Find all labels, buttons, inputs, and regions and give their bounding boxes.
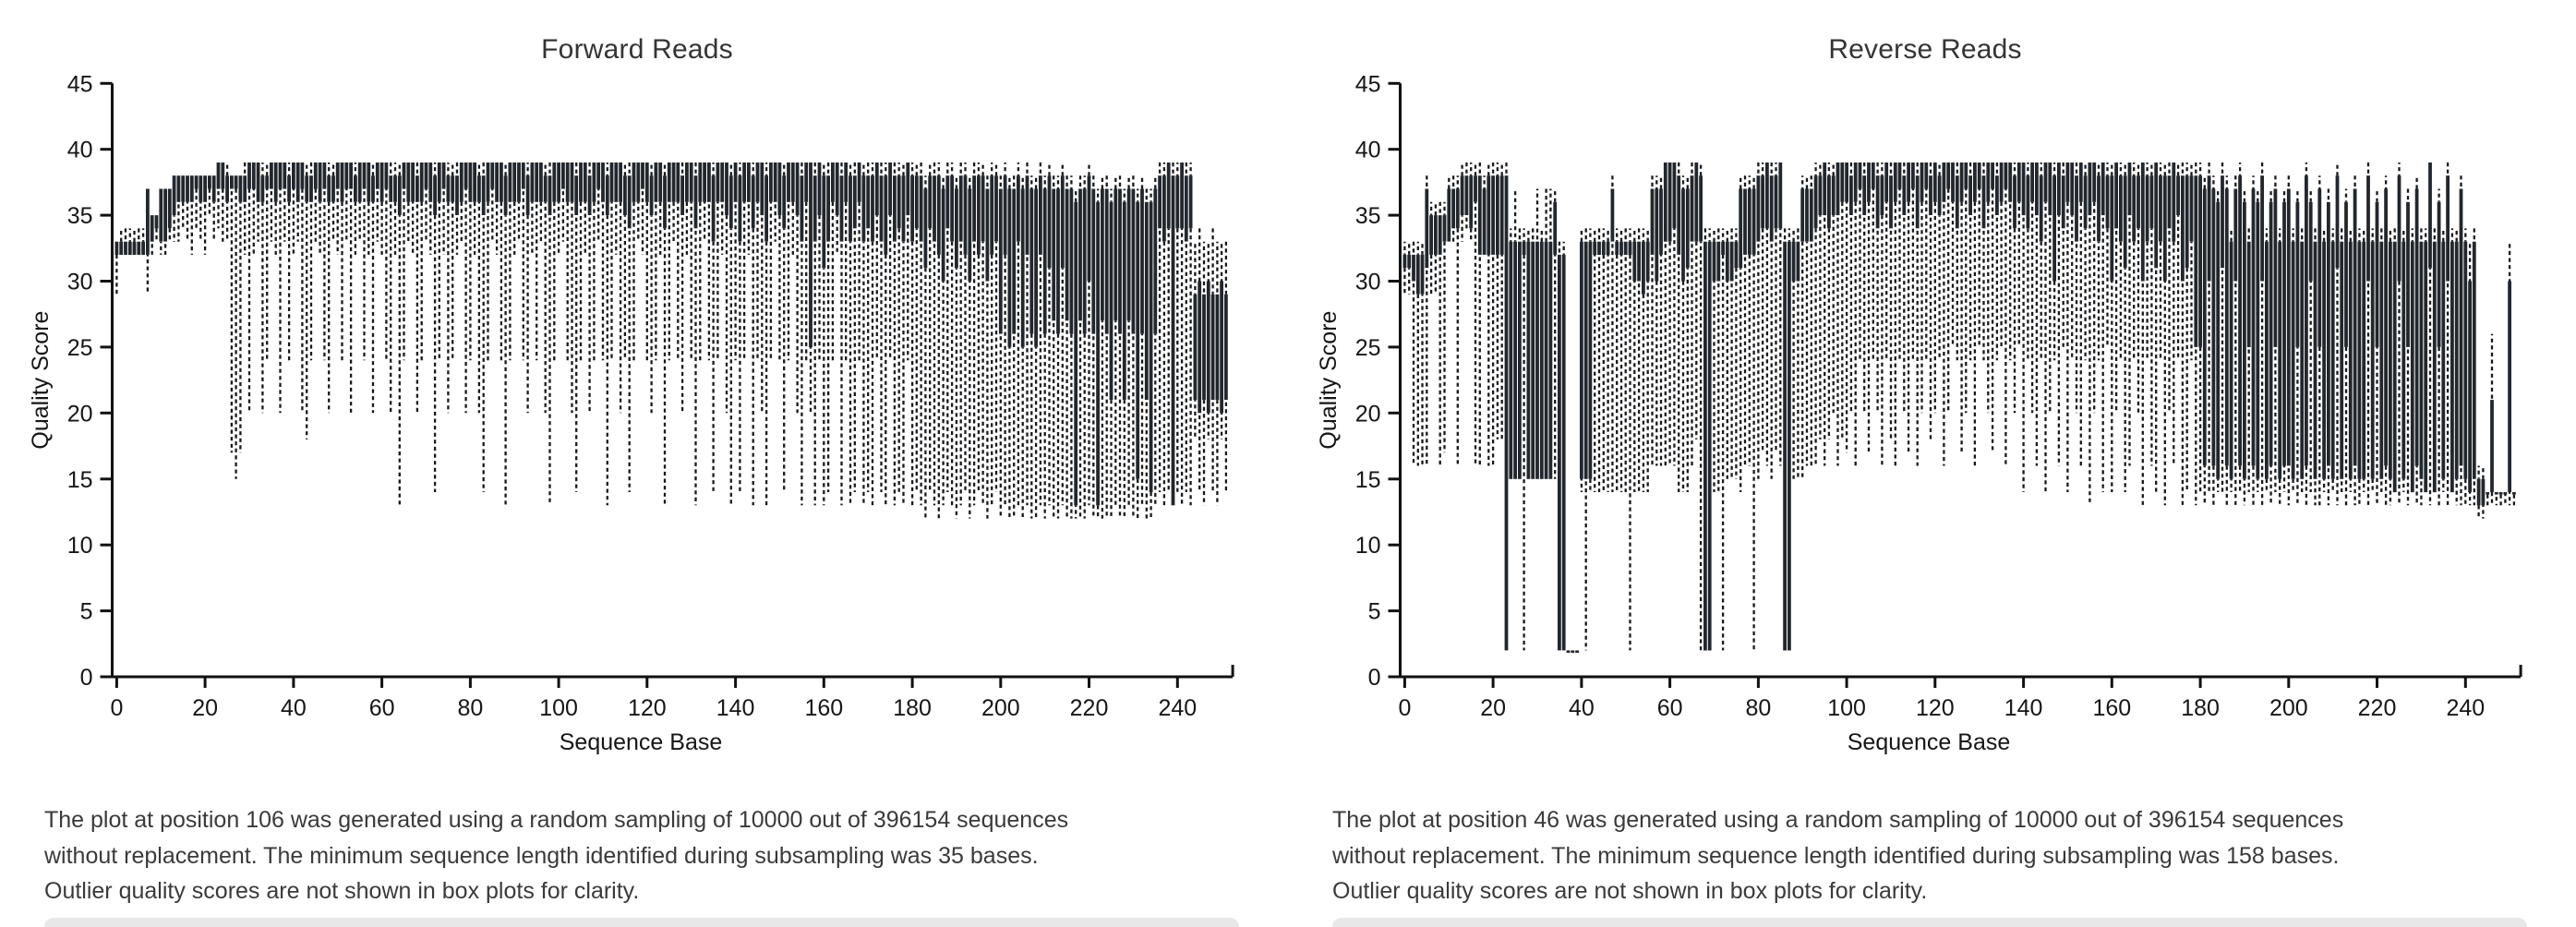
tick-labels-group: 0 5 10 15 20 25 30 35 40 45 0 20 40 60 80 100 120 140 160 1… [67,71,1197,721]
svg-text:140: 140 [716,695,755,721]
x-axis-label: Sequence Base [1848,729,2011,755]
svg-text:80: 80 [1745,695,1771,721]
svg-text:25: 25 [1355,335,1381,361]
svg-text:140: 140 [2004,695,2043,721]
svg-text:220: 220 [1070,695,1109,721]
svg-text:40: 40 [1355,138,1381,163]
caption-line: Outlier quality scores are not shown in … [44,878,640,904]
reverse-reads-panel: 0 5 10 15 20 25 30 35 40 45 0 20 40 60 80 100 120 140 160 1… [1288,0,2576,927]
svg-text:30: 30 [67,270,93,295]
x-axis-label: Sequence Base [560,729,723,755]
caption-line: without replacement. The minimum sequenc… [44,842,1039,869]
forward-reads-panel: 0 5 10 15 20 25 30 35 40 45 0 20 40 60 80 100 120 140 160 1… [0,0,1288,927]
caption-line: without replacement. The minimum sequenc… [1332,842,2340,869]
svg-text:100: 100 [1827,695,1866,721]
svg-text:35: 35 [67,203,93,229]
caption-forward: The plot at position 106 was generated u… [44,802,1245,909]
y-axis-label: Quality Score [28,311,54,450]
svg-text:15: 15 [1355,467,1381,493]
boxes-group [114,163,1228,506]
svg-text:20: 20 [192,695,218,721]
svg-text:100: 100 [539,695,578,721]
svg-text:120: 120 [628,695,667,721]
svg-text:160: 160 [804,695,843,721]
svg-text:240: 240 [1158,695,1197,721]
chart-title-forward: Forward Reads [541,33,733,65]
next-section-panel-edge [1332,918,2527,927]
reverse-boxplot-svg[interactable]: 0 5 10 15 20 25 30 35 40 45 0 20 40 60 80 100 120 140 160 1… [1288,0,2576,768]
svg-text:60: 60 [369,695,395,721]
svg-text:80: 80 [457,695,483,721]
svg-text:40: 40 [281,695,307,721]
svg-text:40: 40 [67,138,93,163]
svg-text:0: 0 [80,665,93,691]
svg-text:60: 60 [1657,695,1683,721]
tick-marks-group [1388,81,2467,688]
svg-text:10: 10 [67,533,93,559]
caption-line: The plot at position 106 was generated u… [44,807,1069,833]
svg-text:5: 5 [1368,599,1381,625]
boxes-group [1402,163,2516,653]
svg-text:30: 30 [1355,270,1381,295]
svg-text:20: 20 [1355,401,1381,427]
svg-text:20: 20 [67,401,93,427]
svg-text:160: 160 [2092,695,2131,721]
svg-text:20: 20 [1480,695,1506,721]
tick-labels-group: 0 5 10 15 20 25 30 35 40 45 0 20 40 60 80 100 120 140 160 1… [1355,71,2485,721]
reverse-quality-boxplot[interactable]: 0 5 10 15 20 25 30 35 40 45 0 20 40 60 80 100 120 140 160 1… [1288,0,2576,768]
svg-text:5: 5 [80,599,93,625]
svg-text:200: 200 [2269,695,2308,721]
tick-marks-group [100,81,1179,688]
caption-line: Outlier quality scores are not shown in … [1332,878,1928,904]
svg-text:15: 15 [67,467,93,493]
forward-boxplot-svg[interactable]: 0 5 10 15 20 25 30 35 40 45 0 20 40 60 80 100 120 140 160 1… [0,0,1288,768]
svg-text:0: 0 [110,695,123,721]
whiskers-group [115,163,1228,519]
svg-text:120: 120 [1916,695,1955,721]
caption-line: The plot at position 46 was generated us… [1332,807,2344,833]
svg-text:0: 0 [1398,695,1411,721]
svg-text:10: 10 [1355,533,1381,559]
svg-text:45: 45 [67,71,93,97]
whiskers-group [1403,163,2516,651]
svg-text:180: 180 [893,695,932,721]
forward-quality-boxplot[interactable]: 0 5 10 15 20 25 30 35 40 45 0 20 40 60 80 100 120 140 160 1… [0,0,1288,768]
svg-text:180: 180 [2181,695,2220,721]
svg-text:220: 220 [2358,695,2397,721]
svg-text:240: 240 [2446,695,2485,721]
svg-text:45: 45 [1355,71,1381,97]
chart-title-reverse: Reverse Reads [1828,33,2022,65]
y-axis-label: Quality Score [1316,311,1342,450]
svg-text:0: 0 [1368,665,1381,691]
next-section-panel-edge [44,918,1239,927]
caption-reverse: The plot at position 46 was generated us… [1332,802,2533,909]
svg-text:40: 40 [1569,695,1595,721]
svg-text:35: 35 [1355,203,1381,229]
svg-text:200: 200 [981,695,1020,721]
svg-text:25: 25 [67,335,93,361]
